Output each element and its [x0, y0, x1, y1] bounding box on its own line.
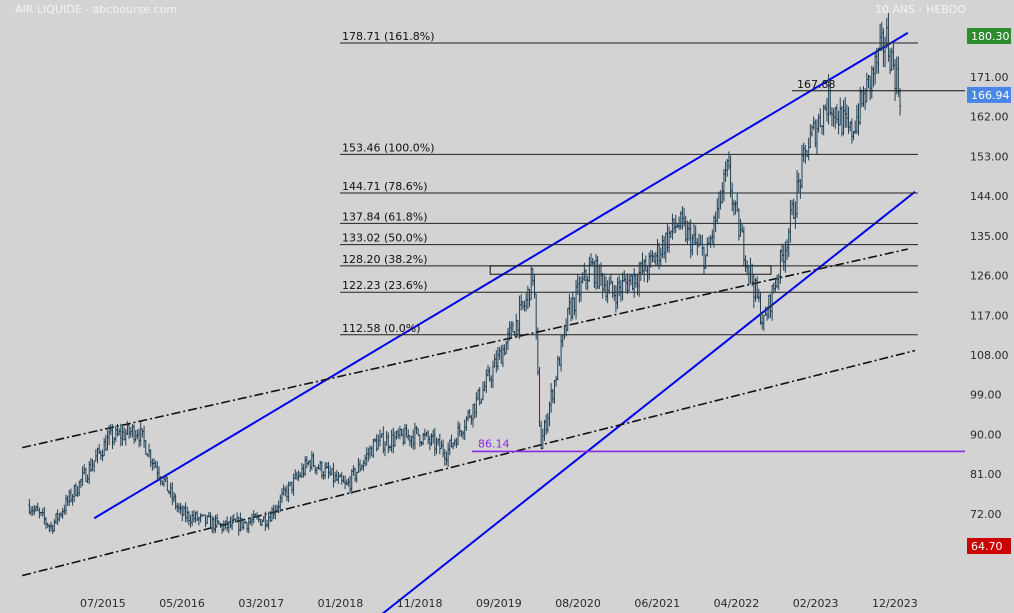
fib-level-label: 122.23 (23.6%) — [342, 279, 428, 292]
y-tick-label: 72.00 — [970, 508, 1002, 521]
y-tick-label: 81.00 — [970, 468, 1002, 481]
x-tick-label: 07/2015 — [80, 597, 126, 610]
x-tick-label: 06/2021 — [634, 597, 680, 610]
trendlines-layer — [22, 33, 915, 613]
fib-level-label: 128.20 (38.2%) — [342, 253, 428, 266]
y-axis: 171.00 162.00 153.00 144.00 135.00 126.00 117.… — [970, 71, 1009, 521]
y-tick-label: 126.00 — [970, 270, 1009, 283]
fib-level-label: 153.46 (100.0%) — [342, 141, 435, 154]
x-tick-label: 09/2019 — [476, 597, 522, 610]
y-tick-label: 162.00 — [970, 111, 1009, 124]
x-tick-label: 08/2020 — [555, 597, 601, 610]
y-tick-label: 117.00 — [970, 309, 1009, 322]
x-axis: 07/2015 05/2016 03/2017 01/2018 11/2018 09/20… — [80, 597, 918, 610]
fib-level-label: 178.71 (161.8%) — [342, 30, 435, 43]
x-tick-label: 01/2018 — [318, 597, 364, 610]
y-tick-label: 153.00 — [970, 150, 1009, 163]
x-tick-label: 03/2017 — [238, 597, 284, 610]
y-tick-label: 99.00 — [970, 389, 1002, 402]
trendline-channel-lower[interactable] — [375, 192, 915, 613]
x-tick-label: 11/2018 — [397, 597, 443, 610]
support-label: 86.14 — [478, 437, 510, 450]
price-tag-label: 180.30 — [971, 30, 1010, 43]
fib-level-label: 112.58 (0.0%) — [342, 322, 421, 335]
y-tick-label: 108.00 — [970, 349, 1009, 362]
x-tick-label: 05/2016 — [159, 597, 205, 610]
resistance-label: 167.88 — [797, 78, 836, 91]
price-tag-label: 64.70 — [971, 540, 1003, 553]
price-tag-label: 166.94 — [971, 89, 1010, 102]
y-tick-label: 171.00 — [970, 71, 1009, 84]
y-tick-label: 144.00 — [970, 190, 1009, 203]
y-tick-label: 135.00 — [970, 230, 1009, 243]
fib-level-label: 144.71 (78.6%) — [342, 180, 428, 193]
x-tick-label: 04/2022 — [714, 597, 760, 610]
fib-level-label: 133.02 (50.0%) — [342, 232, 428, 245]
resistance-zone-rect[interactable] — [490, 266, 771, 274]
y-tick-label: 90.00 — [970, 428, 1002, 441]
fib-level-label: 137.84 (61.8%) — [342, 210, 428, 223]
x-tick-label: 12/2023 — [872, 597, 918, 610]
x-tick-label: 02/2023 — [793, 597, 839, 610]
annotations-layer: 167.88 86.14 — [472, 78, 965, 452]
